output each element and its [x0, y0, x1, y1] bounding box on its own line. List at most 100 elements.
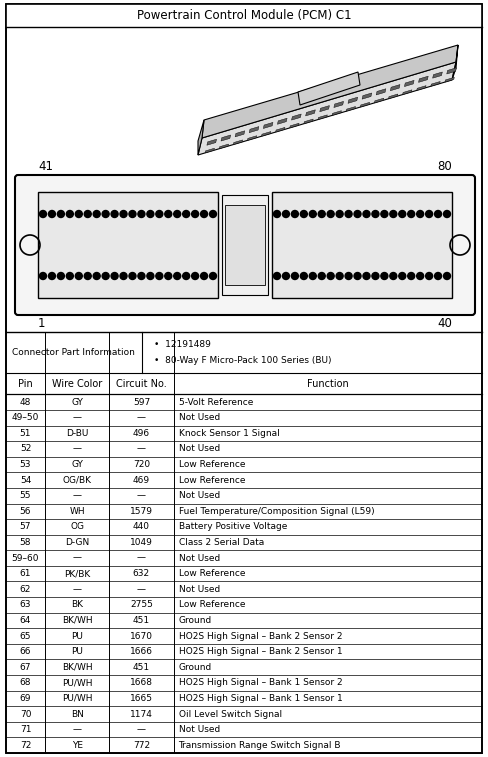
Circle shape — [102, 210, 109, 217]
Polygon shape — [433, 72, 442, 78]
Text: 69: 69 — [20, 694, 31, 703]
Text: 49–50: 49–50 — [12, 413, 39, 422]
Circle shape — [201, 210, 207, 217]
Circle shape — [138, 210, 145, 217]
Text: Powertrain Control Module (PCM) C1: Powertrain Control Module (PCM) C1 — [137, 9, 351, 22]
Circle shape — [183, 273, 190, 279]
Circle shape — [102, 273, 109, 279]
Circle shape — [120, 210, 127, 217]
Text: 71: 71 — [20, 725, 31, 734]
Circle shape — [283, 273, 289, 279]
Text: 1: 1 — [38, 317, 45, 330]
Text: 469: 469 — [133, 475, 150, 484]
Text: —: — — [137, 444, 146, 453]
Text: 1049: 1049 — [130, 538, 153, 547]
Polygon shape — [390, 85, 400, 91]
Text: —: — — [73, 444, 81, 453]
Polygon shape — [405, 80, 414, 86]
Circle shape — [40, 273, 46, 279]
Text: Battery Positive Voltage: Battery Positive Voltage — [179, 522, 287, 531]
Polygon shape — [447, 68, 456, 74]
Polygon shape — [262, 132, 271, 136]
Bar — [272, 192, 452, 298]
Polygon shape — [205, 148, 214, 153]
Text: —: — — [73, 491, 81, 500]
Text: 54: 54 — [20, 475, 31, 484]
Text: —: — — [73, 413, 81, 422]
Bar — [225, 205, 265, 285]
Polygon shape — [318, 115, 327, 120]
Polygon shape — [419, 76, 428, 83]
Circle shape — [345, 273, 352, 279]
Circle shape — [93, 273, 100, 279]
Polygon shape — [198, 120, 204, 155]
Polygon shape — [374, 98, 384, 103]
Text: 65: 65 — [20, 631, 31, 640]
Circle shape — [309, 210, 316, 217]
Circle shape — [372, 273, 379, 279]
Text: Transmission Range Switch Signal B: Transmission Range Switch Signal B — [179, 740, 341, 749]
Circle shape — [426, 273, 432, 279]
Polygon shape — [320, 105, 329, 112]
Text: 55: 55 — [20, 491, 31, 500]
Text: —: — — [137, 553, 146, 562]
Circle shape — [327, 273, 334, 279]
Circle shape — [399, 210, 406, 217]
Circle shape — [417, 273, 424, 279]
Text: BK: BK — [71, 600, 83, 609]
Text: HO2S High Signal – Bank 2 Sensor 1: HO2S High Signal – Bank 2 Sensor 1 — [179, 647, 342, 656]
Text: HO2S High Signal – Bank 1 Sensor 2: HO2S High Signal – Bank 1 Sensor 2 — [179, 678, 342, 687]
Circle shape — [336, 273, 343, 279]
Circle shape — [174, 273, 181, 279]
Circle shape — [84, 210, 91, 217]
Text: 53: 53 — [20, 460, 31, 469]
Circle shape — [390, 273, 397, 279]
Text: —: — — [137, 413, 146, 422]
Text: 59–60: 59–60 — [12, 553, 39, 562]
Circle shape — [75, 273, 82, 279]
Text: 67: 67 — [20, 662, 31, 671]
Text: Not Used: Not Used — [179, 444, 220, 453]
Text: 62: 62 — [20, 585, 31, 593]
Bar — [222, 195, 268, 295]
Circle shape — [129, 210, 136, 217]
Circle shape — [363, 273, 370, 279]
Text: 597: 597 — [133, 397, 150, 407]
Text: 496: 496 — [133, 429, 150, 438]
Circle shape — [291, 273, 298, 279]
Text: Ground: Ground — [179, 616, 212, 625]
Circle shape — [147, 210, 154, 217]
Circle shape — [192, 210, 199, 217]
Text: Function: Function — [307, 378, 348, 389]
Polygon shape — [298, 72, 360, 105]
Text: OG: OG — [70, 522, 84, 531]
Text: 5-Volt Reference: 5-Volt Reference — [179, 397, 253, 407]
Text: PU/WH: PU/WH — [62, 694, 92, 703]
Text: —: — — [73, 725, 81, 734]
Polygon shape — [221, 135, 231, 141]
Circle shape — [66, 273, 73, 279]
Text: 58: 58 — [20, 538, 31, 547]
Circle shape — [444, 210, 450, 217]
Text: PU/WH: PU/WH — [62, 678, 92, 687]
Text: GY: GY — [71, 460, 83, 469]
Circle shape — [318, 210, 325, 217]
Polygon shape — [362, 93, 372, 99]
Polygon shape — [233, 140, 243, 145]
Text: 1579: 1579 — [130, 507, 153, 516]
Polygon shape — [346, 107, 356, 111]
Polygon shape — [431, 82, 440, 86]
Circle shape — [147, 273, 154, 279]
Circle shape — [381, 210, 388, 217]
Text: •  12191489: • 12191489 — [154, 340, 210, 348]
Text: 41: 41 — [38, 160, 53, 173]
Text: Not Used: Not Used — [179, 491, 220, 500]
Circle shape — [93, 210, 100, 217]
Circle shape — [58, 210, 64, 217]
Text: OG/BK: OG/BK — [62, 475, 92, 484]
Circle shape — [174, 210, 181, 217]
Text: 440: 440 — [133, 522, 150, 531]
Polygon shape — [304, 119, 313, 123]
Polygon shape — [264, 123, 273, 129]
Text: •  80-Way F Micro-Pack 100 Series (BU): • 80-Way F Micro-Pack 100 Series (BU) — [154, 356, 331, 365]
